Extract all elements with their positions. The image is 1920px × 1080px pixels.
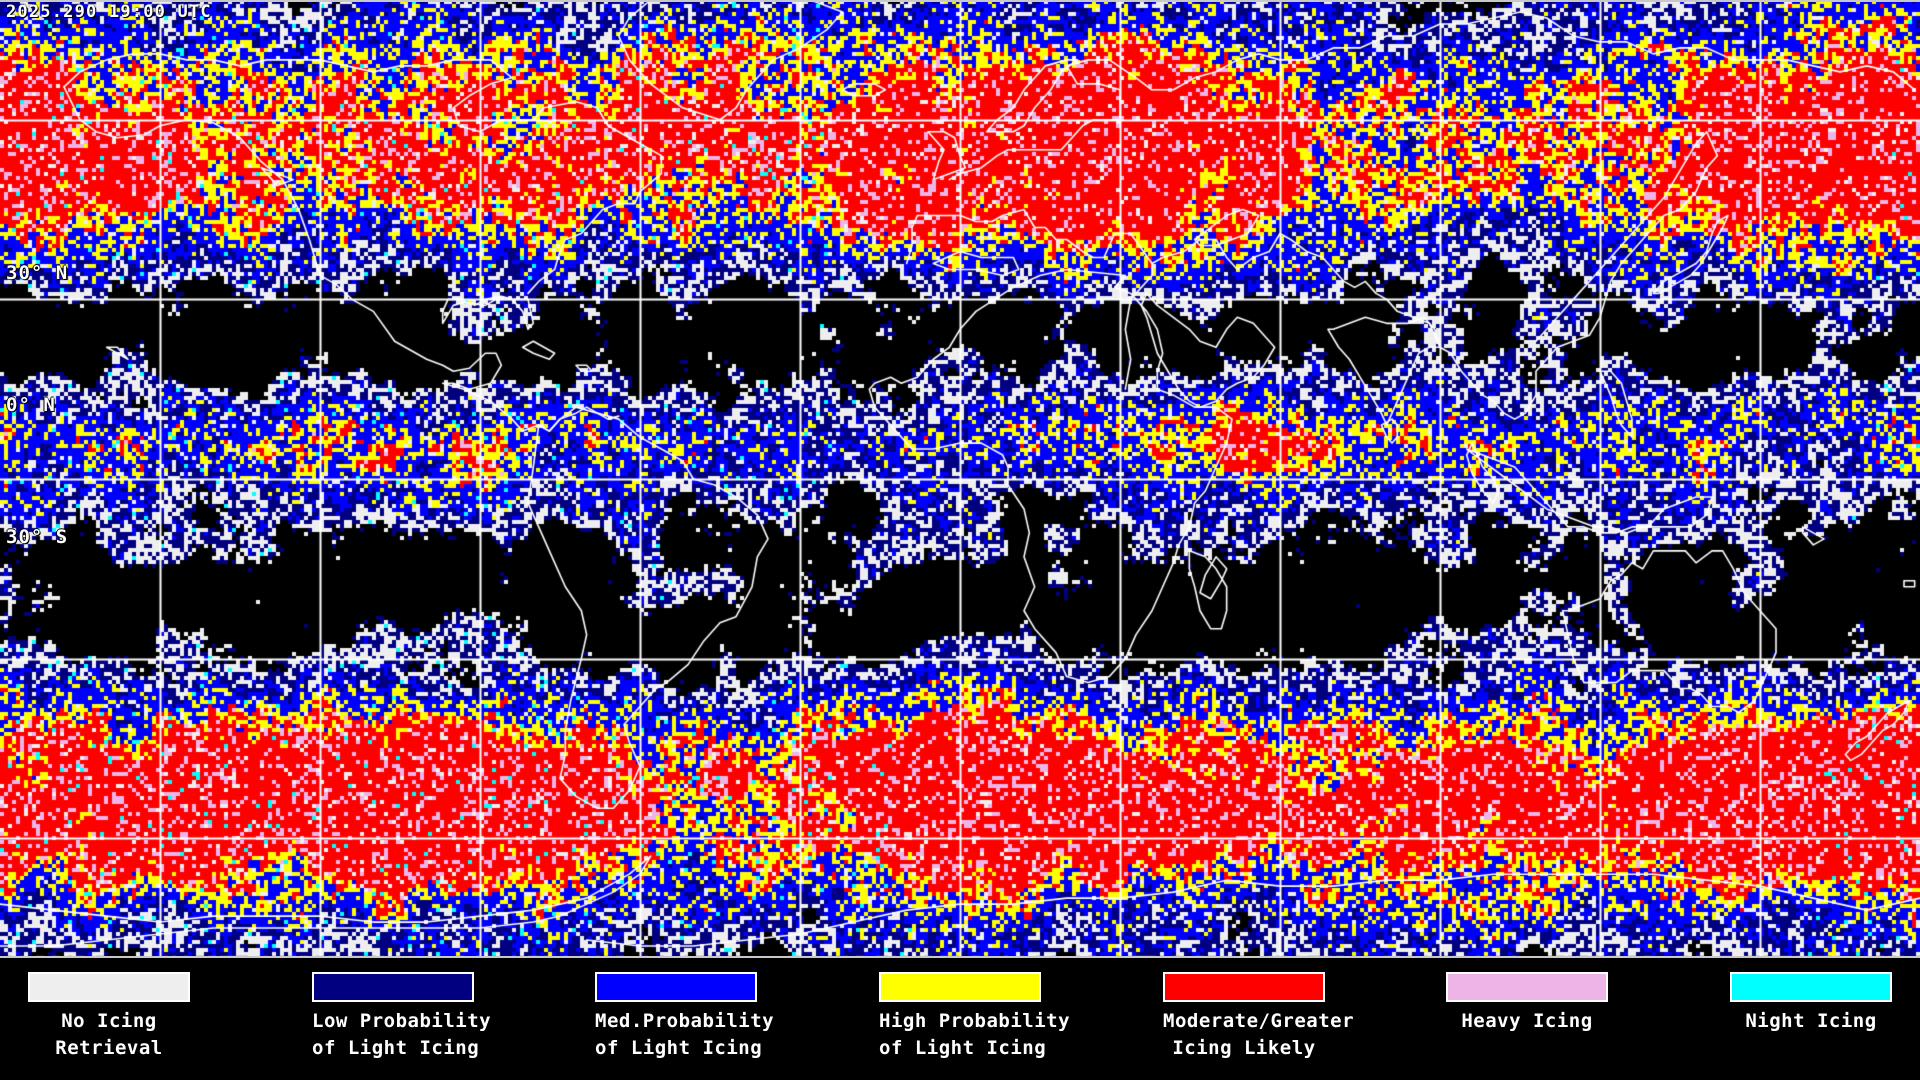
legend-swatch-high-probability	[879, 972, 1041, 1002]
legend-swatch-heavy-icing	[1446, 972, 1608, 1002]
legend-label-night-icing: Night Icing	[1730, 1008, 1892, 1035]
latitude-label-30n: 30° N	[6, 262, 69, 284]
legend-label-line2: Retrieval	[55, 1037, 163, 1059]
legend-item-no-icing-retrieval[interactable]: No Icing Retrieval	[28, 960, 190, 1080]
legend-label-heavy-icing: Heavy Icing	[1446, 1008, 1608, 1035]
legend-label-line2: of Light Icing	[595, 1037, 763, 1059]
legend-item-moderate-greater[interactable]: Moderate/Greater Icing Likely	[1163, 960, 1355, 1080]
legend-item-med-probability[interactable]: Med.Probability of Light Icing	[595, 960, 775, 1080]
latitude-label-0n: 0° N	[6, 394, 56, 416]
legend-label-line1: Low Probability	[312, 1010, 492, 1032]
timestamp-label: 2025.290 19:00 UTC	[6, 2, 212, 22]
legend-label-moderate-greater: Moderate/Greater Icing Likely	[1163, 1008, 1355, 1062]
legend-label-line1: No Icing	[61, 1010, 157, 1032]
legend-swatch-low-probability	[312, 972, 474, 1002]
legend-label-line1: Med.Probability	[595, 1010, 775, 1032]
legend-label-line2: Icing Likely	[1172, 1037, 1316, 1059]
legend-item-high-probability[interactable]: High Probability of Light Icing	[879, 960, 1071, 1080]
legend-label-no-icing-retrieval: No Icing Retrieval	[28, 1008, 190, 1062]
legend-label-low-probability: Low Probability of Light Icing	[312, 1008, 492, 1062]
legend-item-low-probability[interactable]: Low Probability of Light Icing	[312, 960, 492, 1080]
legend-label-line1: Moderate/Greater	[1163, 1010, 1355, 1032]
latitude-label-30s: 30° S	[6, 526, 69, 548]
legend: No Icing Retrieval Low Probability of Light…	[0, 960, 1920, 1080]
legend-swatch-no-icing-retrieval	[28, 972, 190, 1002]
legend-label-med-probability: Med.Probability of Light Icing	[595, 1008, 775, 1062]
legend-label-high-probability: High Probability of Light Icing	[879, 1008, 1071, 1062]
global-icing-map[interactable]: 2025.290 19:00 UTC 30° N 0° N 30° S	[0, 0, 1920, 958]
map-raster-canvas[interactable]	[0, 0, 1920, 958]
legend-swatch-med-probability	[595, 972, 757, 1002]
legend-label-line1: High Probability	[879, 1010, 1071, 1032]
legend-item-heavy-icing[interactable]: Heavy Icing	[1446, 960, 1608, 1080]
legend-swatch-moderate-greater	[1163, 972, 1325, 1002]
legend-swatch-night-icing	[1730, 972, 1892, 1002]
legend-item-night-icing[interactable]: Night Icing	[1730, 960, 1892, 1080]
legend-label-line1: Heavy Icing	[1461, 1010, 1593, 1032]
legend-label-line2: of Light Icing	[312, 1037, 480, 1059]
legend-label-line1: Night Icing	[1745, 1010, 1877, 1032]
legend-label-line2: of Light Icing	[879, 1037, 1047, 1059]
